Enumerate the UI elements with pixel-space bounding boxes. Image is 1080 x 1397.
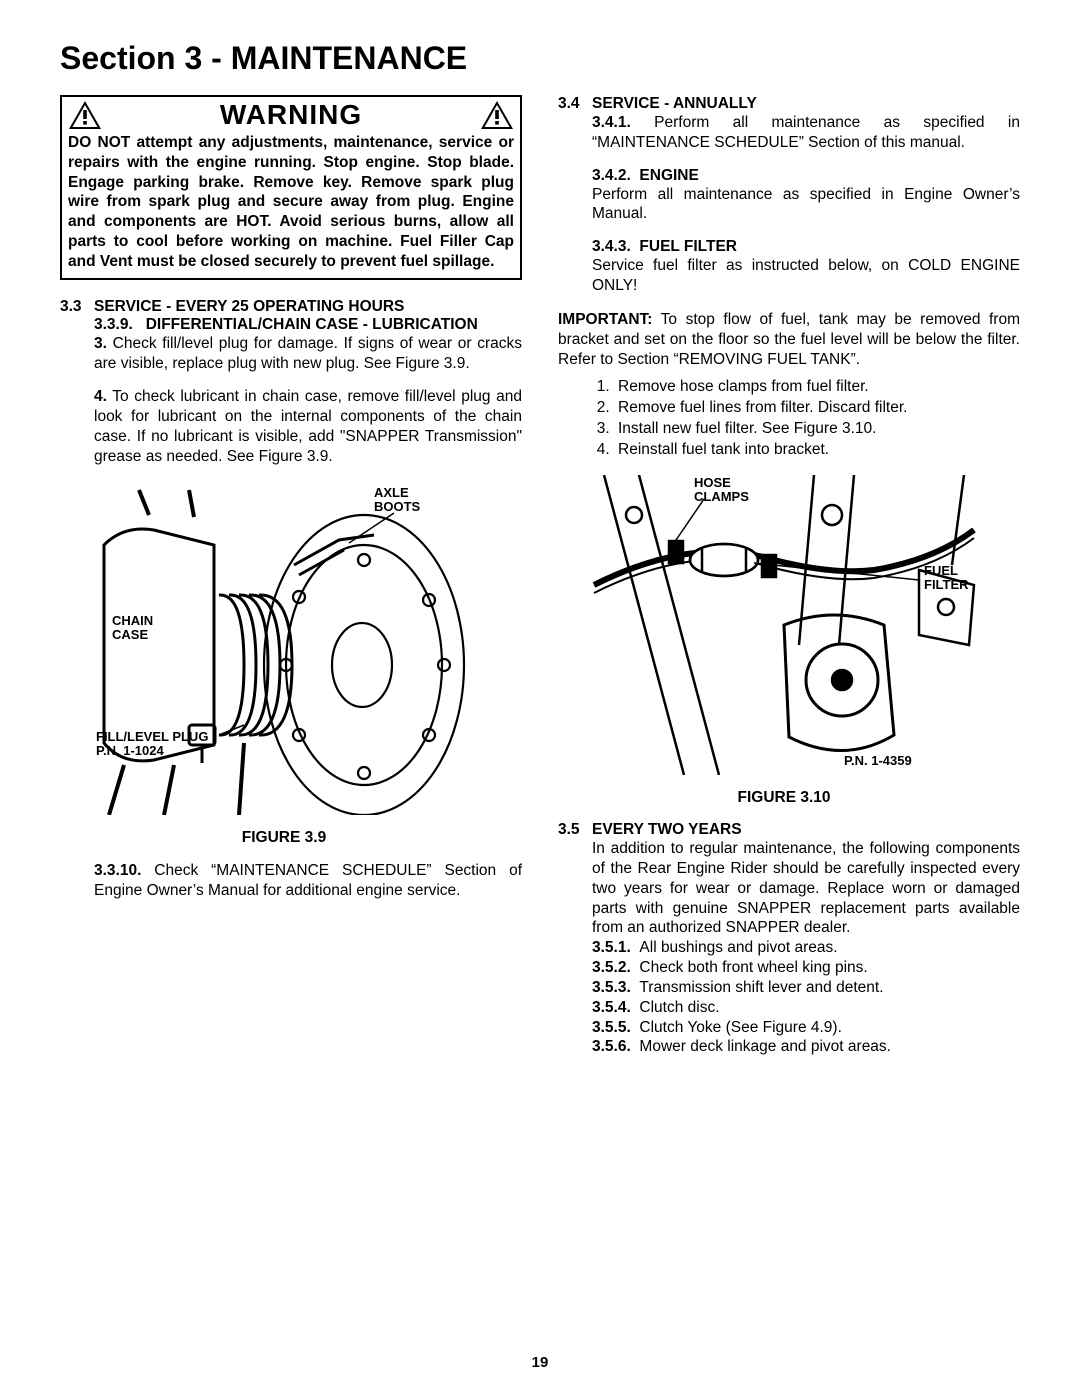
figure-3-9-caption: FIGURE 3.9: [94, 829, 474, 847]
item-number: 3.5.6.: [592, 1038, 631, 1055]
figure-3-10-illustration: HOSE CLAMPS FUEL FILTER P.N. 1-4359: [574, 475, 994, 775]
item-text: Clutch Yoke (See Figure 4.9).: [639, 1019, 841, 1036]
item-3-5-4: 3.5.4. Clutch disc.: [558, 998, 1020, 1018]
para-3-3-9-4: 4. To check lubricant in chain case, rem…: [60, 387, 522, 466]
sub-number: 3.3.10.: [94, 862, 141, 879]
item-text: Clutch disc.: [639, 999, 719, 1016]
figure-3-10: HOSE CLAMPS FUEL FILTER P.N. 1-4359 FIGU…: [574, 475, 994, 807]
label-pn-4359: P.N. 1-4359: [844, 753, 912, 768]
heading-number: 3.5: [558, 821, 592, 839]
para-3-4-1: 3.4.1. Perform all maintenance as specif…: [558, 113, 1020, 153]
item-3-5-5: 3.5.5. Clutch Yoke (See Figure 4.9).: [558, 1018, 1020, 1038]
warning-box: WARNING DO NOT attempt any adjustments, …: [60, 95, 522, 280]
label-axle-boots-1: AXLE: [374, 485, 409, 500]
important-label: IMPORTANT:: [558, 311, 652, 328]
list-item: Install new fuel filter. See Figure 3.10…: [614, 419, 1020, 440]
item-number: 3.5.1.: [592, 939, 631, 956]
para-3-4-2: Perform all maintenance as specified in …: [558, 185, 1020, 225]
section-3-4-3-heading: 3.4.3. FUEL FILTER: [558, 238, 1020, 256]
warning-title: WARNING: [220, 99, 362, 131]
item-number: 3.5.3.: [592, 979, 631, 996]
item-number: 3.5.5.: [592, 1019, 631, 1036]
sub-number: 3.4.3.: [592, 238, 631, 255]
item-3-5-1: 3.5.1. All bushings and pivot areas.: [558, 938, 1020, 958]
list-text: Check fill/level plug for damage. If sig…: [94, 335, 522, 372]
warning-header: WARNING: [68, 99, 514, 131]
label-axle-boots-2: BOOTS: [374, 499, 421, 514]
heading-text: EVERY TWO YEARS: [592, 821, 742, 839]
sub-number: 3.3.9.: [94, 316, 133, 333]
section-3-5-heading: 3.5 EVERY TWO YEARS: [558, 821, 1020, 839]
section-3-4-2-heading: 3.4.2. ENGINE: [558, 167, 1020, 185]
item-text: Mower deck linkage and pivot areas.: [639, 1038, 891, 1055]
sub-number: 3.4.1.: [592, 114, 631, 131]
left-column: WARNING DO NOT attempt any adjustments, …: [60, 95, 522, 1057]
para-text: Check “MAINTENANCE SCHEDULE” Section of …: [94, 862, 522, 899]
item-3-5-2: 3.5.2. Check both front wheel king pins.: [558, 958, 1020, 978]
label-hose-clamps-2: CLAMPS: [694, 489, 749, 504]
label-hose-clamps-1: HOSE: [694, 475, 731, 490]
page-number: 19: [0, 1354, 1080, 1371]
label-chain-case-2: CASE: [112, 627, 148, 642]
list-item: Remove hose clamps from fuel filter.: [614, 377, 1020, 398]
section-3-3-heading: 3.3 SERVICE - EVERY 25 OPERATING HOURS: [60, 298, 522, 316]
sub-title: DIFFERENTIAL/CHAIN CASE - LUBRICATION: [146, 316, 478, 333]
para-3-5-intro: In addition to regular maintenance, the …: [558, 839, 1020, 938]
list-number: 3.: [94, 335, 107, 352]
label-fill-plug: FILL/LEVEL PLUG: [96, 729, 208, 744]
heading-number: 3.3: [60, 298, 94, 316]
warning-triangle-icon: [68, 100, 102, 130]
label-fuel-filter-1: FUEL: [924, 563, 958, 578]
label-fuel-filter-2: FILTER: [924, 577, 969, 592]
warning-triangle-icon: [480, 100, 514, 130]
list-item: Remove fuel lines from filter. Discard f…: [614, 398, 1020, 419]
section-title: Section 3 - MAINTENANCE: [60, 40, 1020, 77]
sub-title: ENGINE: [639, 167, 698, 184]
label-chain-case-1: CHAIN: [112, 613, 153, 628]
para-3-3-9-3: 3. Check fill/level plug for damage. If …: [60, 334, 522, 374]
sub-number: 3.4.2.: [592, 167, 631, 184]
para-3-3-10: 3.3.10. Check “MAINTENANCE SCHEDULE” Sec…: [60, 861, 522, 901]
list-item: Reinstall fuel tank into bracket.: [614, 440, 1020, 461]
heading-text: SERVICE - ANNUALLY: [592, 95, 757, 113]
heading-number: 3.4: [558, 95, 592, 113]
heading-text: SERVICE - EVERY 25 OPERATING HOURS: [94, 298, 404, 316]
item-3-5-3: 3.5.3. Transmission shift lever and dete…: [558, 978, 1020, 998]
item-number: 3.5.4.: [592, 999, 631, 1016]
important-para: IMPORTANT: To stop flow of fuel, tank ma…: [558, 310, 1020, 369]
item-text: Check both front wheel king pins.: [639, 959, 867, 976]
section-3-4-heading: 3.4 SERVICE - ANNUALLY: [558, 95, 1020, 113]
figure-3-9-illustration: AXLE BOOTS CHAIN CASE FILL/LEVEL PLUG P.…: [94, 485, 474, 815]
label-pn-1024: P.N. 1-1024: [96, 743, 164, 758]
two-column-layout: WARNING DO NOT attempt any adjustments, …: [60, 95, 1020, 1057]
item-number: 3.5.2.: [592, 959, 631, 976]
section-3-3-9-heading: 3.3.9. DIFFERENTIAL/CHAIN CASE - LUBRICA…: [60, 316, 522, 334]
fuel-filter-steps: Remove hose clamps from fuel filter. Rem…: [558, 377, 1020, 461]
item-text: Transmission shift lever and detent.: [639, 979, 883, 996]
warning-body: DO NOT attempt any adjustments, maintena…: [68, 133, 514, 272]
sub-title: FUEL FILTER: [639, 238, 737, 255]
figure-3-10-caption: FIGURE 3.10: [574, 789, 994, 807]
para-text: Perform all maintenance as specified in …: [592, 114, 1020, 151]
item-3-5-6: 3.5.6. Mower deck linkage and pivot area…: [558, 1037, 1020, 1057]
figure-3-9: AXLE BOOTS CHAIN CASE FILL/LEVEL PLUG P.…: [94, 485, 474, 847]
item-text: All bushings and pivot areas.: [639, 939, 837, 956]
para-3-4-3: Service fuel filter as instructed below,…: [558, 256, 1020, 296]
list-number: 4.: [94, 388, 107, 405]
right-column: 3.4 SERVICE - ANNUALLY 3.4.1. Perform al…: [558, 95, 1020, 1057]
list-text: To check lubricant in chain case, remove…: [94, 388, 522, 464]
